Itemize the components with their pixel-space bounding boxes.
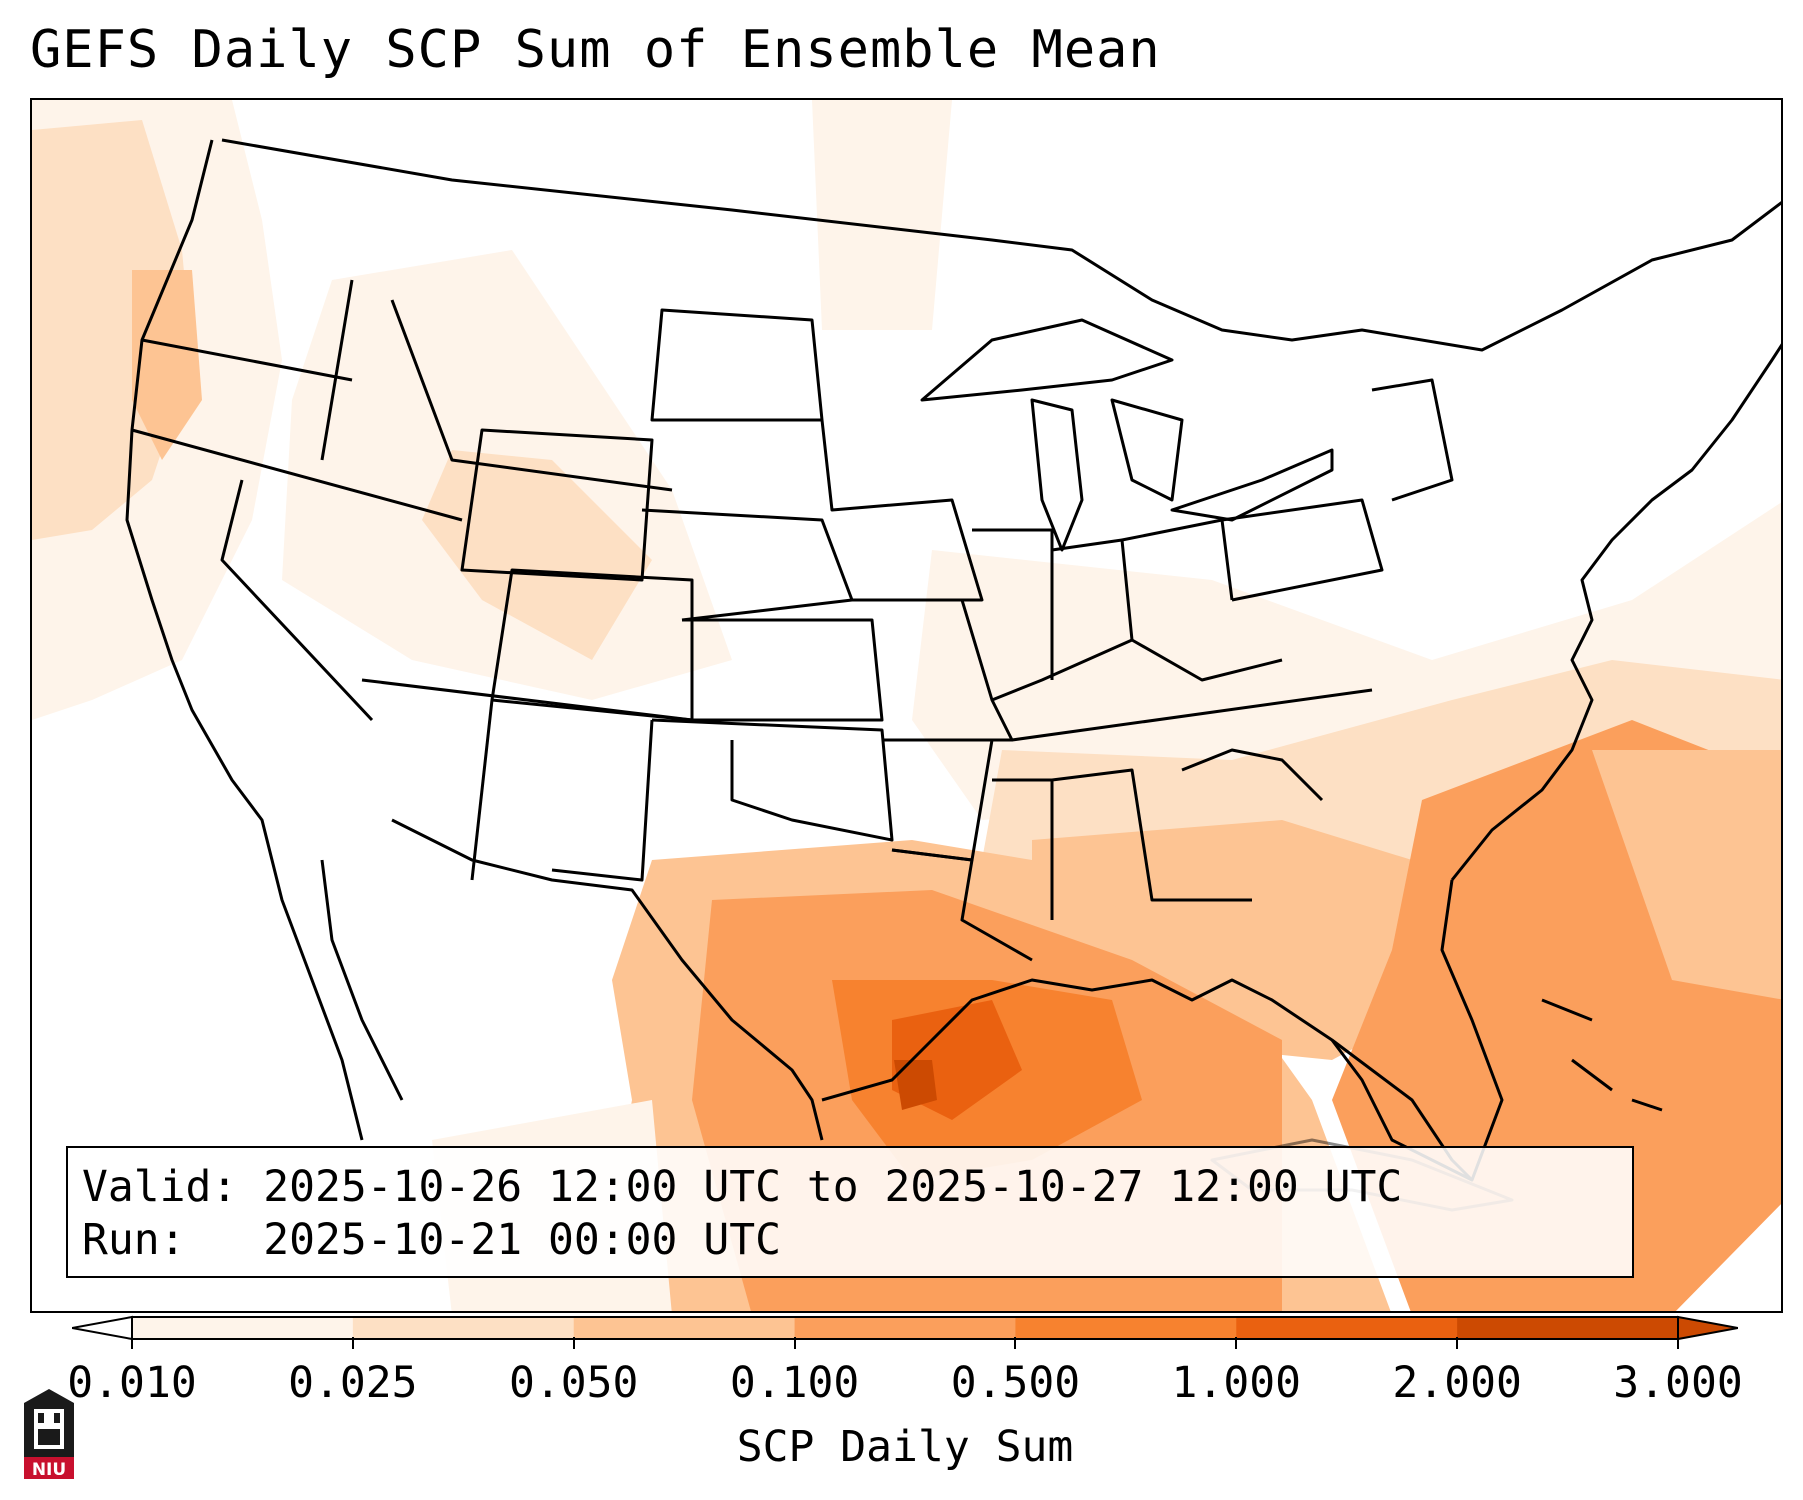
run-line: Run: 2025-10-21 00:00 UTC <box>82 1215 781 1265</box>
state-line-utah-arizona <box>361 678 693 722</box>
state-line-al-ga <box>1051 768 1252 902</box>
state-line-pennsylvania <box>1221 498 1384 602</box>
colorbar-tick-mark <box>1677 1337 1679 1349</box>
state-line-tennessee <box>1011 688 1373 742</box>
map-svg <box>32 100 1781 1311</box>
colorbar-tick-label: 0.010 <box>67 1358 197 1408</box>
colorbar-extend-low <box>72 1315 133 1341</box>
colorbar-tick-mark <box>1235 1337 1238 1349</box>
colorbar-segment <box>132 1317 354 1339</box>
colorbar-tick-mark <box>351 1337 354 1349</box>
colorbar-segment <box>352 1317 575 1339</box>
lake-erie-ontario <box>1170 448 1334 522</box>
map-panel <box>30 98 1783 1313</box>
colorbar-segment <box>1015 1317 1237 1339</box>
lake-superior <box>920 318 1174 402</box>
state-line-wisconsin-illinois <box>972 528 1054 680</box>
state-line-idaho <box>320 279 354 461</box>
us-east-coast <box>1450 343 1781 881</box>
map-title: GEFS Daily SCP Sum of Ensemble Mean <box>30 20 1161 80</box>
lake-huron <box>1110 398 1184 502</box>
colorbar-frame <box>131 1316 1679 1340</box>
valid-line: Valid: 2025-10-26 12:00 UTC to 2025-10-2… <box>82 1162 1403 1212</box>
state-line-wyoming <box>460 428 654 582</box>
state-line-nv-ca <box>220 479 374 722</box>
colorbar <box>72 1315 1738 1341</box>
niu-logo: NIU <box>24 1389 74 1480</box>
valid-time-box: Valid: 2025-10-26 12:00 UTC to 2025-10-2… <box>66 1146 1634 1278</box>
state-line-dakotas <box>650 308 824 422</box>
colorbar-tick-label: 2.000 <box>1392 1358 1522 1408</box>
state-line-wa-or <box>141 338 353 382</box>
mexico-coast <box>391 818 824 1141</box>
colorbar-tick-label: 0.100 <box>729 1358 860 1408</box>
colorbar-tick-label: 3.000 <box>1613 1358 1743 1408</box>
svg-text:NIU: NIU <box>32 1460 66 1480</box>
state-line-arizona-nm <box>470 699 494 881</box>
state-line-or-ca <box>131 428 463 522</box>
colorbar-tick-label: 0.050 <box>508 1358 639 1408</box>
colorbar-tick-mark <box>793 1337 796 1349</box>
scp-field <box>32 100 1781 1311</box>
colorbar-tick-label: 1.000 <box>1171 1358 1302 1408</box>
state-line-new-england <box>1371 378 1454 502</box>
bahamas <box>1541 998 1663 1112</box>
colorbar-segment <box>573 1317 796 1339</box>
scp-field-atlantic-light <box>1592 750 1781 1000</box>
state-line-kansas <box>682 618 884 722</box>
baja-peninsula <box>320 859 404 1101</box>
state-line-nebraska <box>641 508 854 622</box>
scp-field-north-plains <box>812 100 952 330</box>
lake-michigan <box>1030 398 1084 552</box>
state-line-oklahoma <box>651 718 894 842</box>
scp-field-oregon-coast <box>132 270 202 460</box>
colorbar-segment <box>794 1317 1016 1339</box>
colorbar-extend-high <box>1677 1315 1738 1341</box>
colorbar-tick-mark <box>1456 1337 1459 1349</box>
state-line-nm-texas <box>551 719 654 882</box>
scp-field-wyoming-spot <box>422 450 652 660</box>
gulf-coast <box>821 978 1474 1182</box>
colorbar-tick-mark <box>572 1337 575 1349</box>
colorbar-tick-label: 0.025 <box>288 1358 418 1408</box>
scp-field-texas-coast-peak <box>894 1060 937 1110</box>
us-west-coast <box>125 139 364 1141</box>
state-line-montana-south <box>390 299 673 492</box>
colorbar-tick-mark <box>1014 1337 1017 1349</box>
colorbar-tick-label: 0.500 <box>950 1358 1081 1408</box>
state-line-carolinas <box>1181 748 1324 802</box>
colorbar-tick-mark <box>131 1337 133 1349</box>
us-canada-border <box>221 138 1781 352</box>
state-line-louisiana <box>891 848 1033 962</box>
colorbar-segment <box>1457 1317 1679 1339</box>
colorbar-segments <box>132 1317 1679 1339</box>
colorbar-label: SCP Daily Sum <box>736 1422 1074 1472</box>
colorbar-segment <box>1236 1317 1458 1339</box>
